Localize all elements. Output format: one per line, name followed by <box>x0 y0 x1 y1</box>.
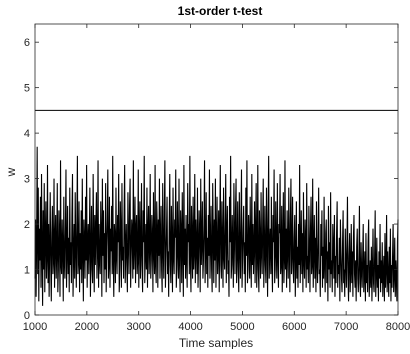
x-tick-label: 5000 <box>230 321 254 333</box>
y-axis: 0 1 2 3 4 5 6 <box>24 37 398 322</box>
x-axis: 1000 2000 3000 4000 5000 6000 7000 8000 <box>23 24 410 333</box>
y-axis-label: w <box>4 167 18 177</box>
x-axis-label: Time samples <box>179 336 253 349</box>
plot-area <box>34 146 399 306</box>
x-tick-label: 7000 <box>334 321 358 333</box>
x-tick-label: 3000 <box>126 321 150 333</box>
y-tick-label: 4 <box>24 128 30 140</box>
axes-box <box>34 23 399 316</box>
y-tick-label: 1 <box>24 265 30 277</box>
x-tick-label: 6000 <box>282 321 306 333</box>
y-tick-label: 0 <box>24 310 30 322</box>
y-tick-label: 5 <box>24 83 30 95</box>
x-tick-label: 1000 <box>23 321 47 333</box>
y-tick-label: 2 <box>24 219 30 231</box>
y-tick-label: 3 <box>24 174 30 186</box>
chart-title: 1st-order t-test <box>178 4 263 18</box>
x-tick-label: 8000 <box>386 321 410 333</box>
y-tick-label: 6 <box>24 37 30 49</box>
x-tick-label: 2000 <box>75 321 99 333</box>
x-tick-label: 4000 <box>178 321 202 333</box>
series-line-t-statistic <box>34 146 399 306</box>
